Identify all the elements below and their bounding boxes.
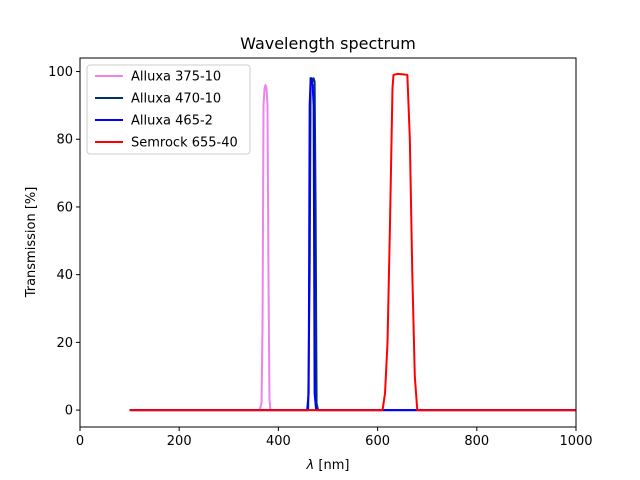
- legend-label: Alluxa 375-10: [131, 70, 221, 85]
- y-tick-label: 100: [48, 65, 73, 80]
- x-tick-label: 600: [365, 434, 390, 449]
- plot-frame: [79, 57, 577, 428]
- series-line-4: [129, 72, 576, 412]
- chart-title: Wavelength spectrum: [240, 34, 416, 53]
- x-axis-label-unit: [nm]: [314, 458, 349, 473]
- x-axis-label: λ [nm]: [306, 458, 350, 473]
- series-layer: [129, 72, 576, 412]
- legend-box: [86, 64, 251, 155]
- x-tick-label: 0: [76, 434, 84, 449]
- y-tick-label: 60: [56, 200, 73, 215]
- legend-label: Alluxa 465-2: [131, 114, 213, 129]
- x-tick-label: 400: [266, 434, 291, 449]
- y-tick-label: 40: [56, 268, 73, 283]
- y-axis-label: Transmission [%]: [24, 187, 39, 299]
- x-tick-label: 800: [464, 434, 489, 449]
- series-line-1: [129, 84, 576, 412]
- legend: Alluxa 375-10 Alluxa 470-10 Alluxa 465-2 Se…: [86, 64, 251, 155]
- y-axis: 0 20 40 60 80 100: [48, 65, 80, 419]
- legend-label: Alluxa 470-10: [131, 92, 221, 107]
- x-axis: 0 200 400 600 800 1000: [76, 427, 593, 449]
- legend-label: Semrock 655-40: [131, 136, 238, 151]
- y-tick-label: 0: [65, 404, 73, 419]
- y-tick-label: 80: [56, 133, 73, 148]
- x-tick-label: 1000: [559, 434, 592, 449]
- series-line-3: [129, 77, 576, 412]
- x-tick-label: 200: [167, 434, 192, 449]
- x-axis-label-symbol: λ: [306, 458, 315, 473]
- y-tick-label: 20: [56, 336, 73, 351]
